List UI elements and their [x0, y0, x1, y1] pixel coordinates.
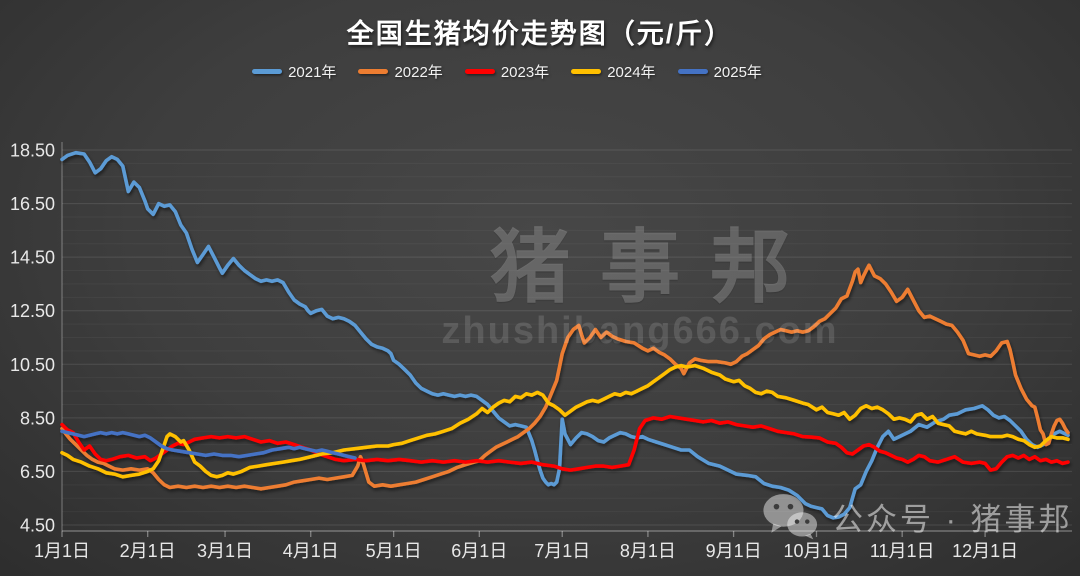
- series-lines: [60, 150, 1070, 520]
- series-line-2023年: [60, 414, 1070, 472]
- legend-line-swatch: [571, 68, 602, 74]
- x-axis-tick-label: 8月1日: [620, 541, 676, 561]
- legend-label: 2024年: [607, 63, 656, 81]
- legend-label: 2025年: [713, 63, 762, 81]
- x-axis-tick-label: 11月1日: [870, 541, 935, 561]
- x-axis-tick-label: 5月1日: [366, 541, 422, 561]
- legend-line-swatch: [358, 68, 389, 74]
- y-axis-tick-label: 12.50: [10, 301, 55, 321]
- legend-label: 2023年: [500, 63, 550, 81]
- legend-item-2024年: 2024年: [571, 61, 656, 82]
- y-axis-tick-label: 8.50: [20, 408, 55, 428]
- x-axis-tick-label: 1月1日: [34, 541, 90, 561]
- legend-line-swatch: [252, 68, 283, 74]
- series-line-2025年: [60, 429, 357, 460]
- x-axis-tick-label: 6月1日: [451, 541, 507, 561]
- axis-labels: 4.50 6.50 8.50 10.50 12.50 14.50 16.50 18.50 1月1…: [10, 141, 1018, 562]
- series-line-2022年: [60, 263, 1070, 491]
- legend-line-swatch: [677, 68, 708, 74]
- legend-item-2021年: 2021年: [252, 61, 336, 82]
- y-axis-tick-label: 16.50: [10, 194, 55, 214]
- legend-label: 2022年: [394, 63, 443, 81]
- x-axis-tick-label: 7月1日: [534, 541, 590, 561]
- axes: [61, 142, 1072, 537]
- chart-title: 全国生猪均价走势图（元/斤）: [346, 19, 734, 49]
- legend-item-2022年: 2022年: [358, 61, 443, 82]
- series-line-2021年: [60, 150, 1070, 520]
- x-axis-tick-label: 9月1日: [706, 541, 762, 561]
- y-axis-tick-label: 6.50: [20, 462, 55, 482]
- legend-label: 2021年: [288, 63, 337, 81]
- y-axis-tick-label: 10.50: [10, 355, 55, 375]
- x-axis-tick-label: 2月1日: [120, 541, 176, 561]
- legend-item-2025年: 2025年: [677, 61, 762, 82]
- chart-legend: 2021年 2022年 2023年 2024年 2025年: [0, 60, 1080, 82]
- x-axis-tick-label: 3月1日: [197, 541, 253, 561]
- x-axis-tick-label: 12月1日: [952, 541, 1018, 561]
- legend-line-swatch: [464, 68, 495, 74]
- y-axis-tick-label: 18.50: [10, 141, 55, 161]
- gridlines-major: [62, 149, 1072, 526]
- x-axis-tick-label: 4月1日: [283, 541, 339, 561]
- y-axis-tick-label: 4.50: [20, 516, 55, 536]
- series-line-2024年: [60, 363, 1070, 479]
- x-axis-tick-label: 10月1日: [783, 541, 849, 561]
- y-axis-tick-label: 14.50: [10, 248, 55, 268]
- legend-item-2023年: 2023年: [464, 61, 550, 82]
